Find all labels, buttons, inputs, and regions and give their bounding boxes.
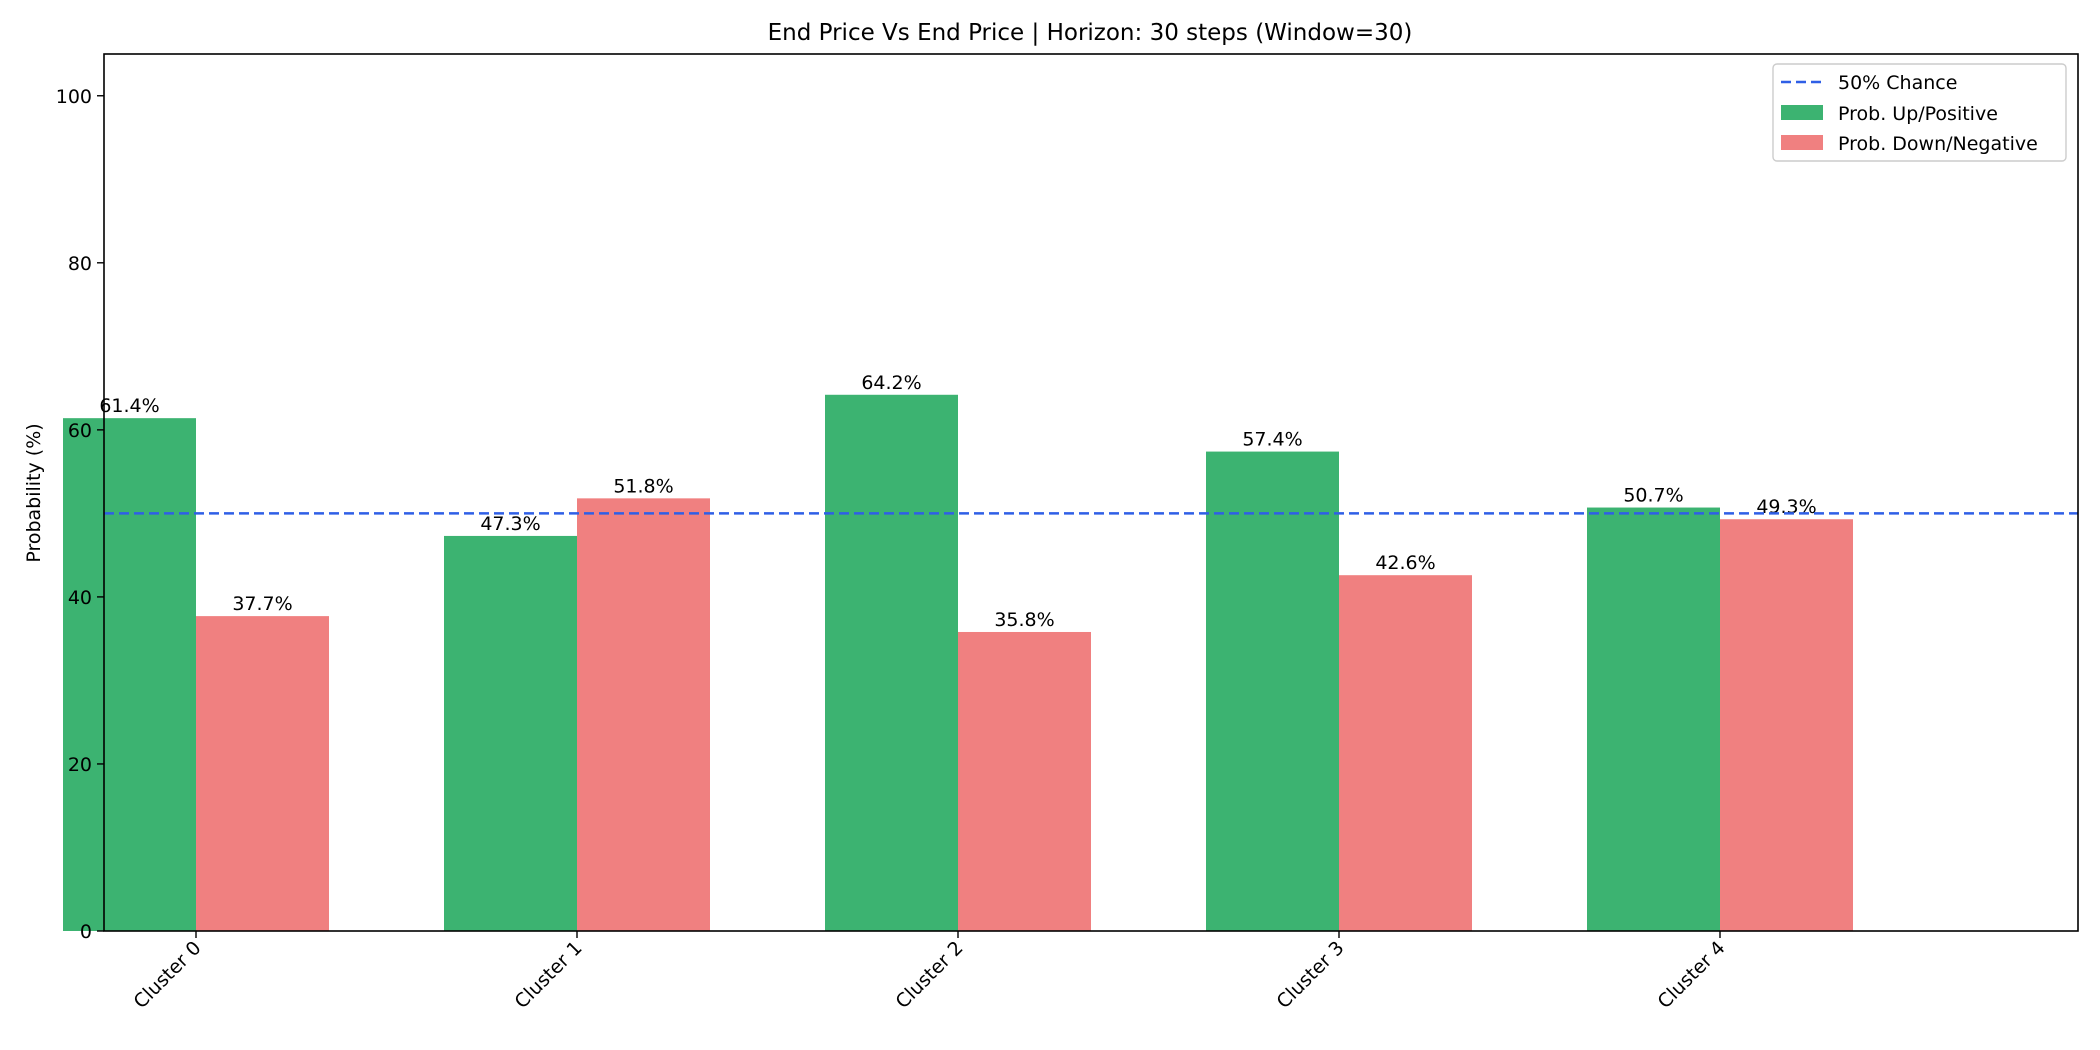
axes-frame — [103, 53, 2079, 932]
y-tick-label: 80 — [68, 253, 92, 275]
x-tick-label: Cluster 4 — [1653, 937, 1729, 1013]
bar-value-label: 64.2% — [861, 372, 921, 394]
bar-value-label: 37.7% — [232, 593, 292, 615]
bar-up-cluster-3 — [1206, 451, 1339, 931]
legend-label-down: Prob. Down/Negative — [1838, 133, 2038, 155]
bar-up-cluster-4 — [1587, 507, 1720, 931]
bar-down-cluster-2 — [958, 631, 1091, 931]
bar-down-cluster-3 — [1339, 575, 1472, 931]
bar-value-label: 42.6% — [1375, 552, 1435, 574]
x-tick-label: Cluster 3 — [1272, 937, 1348, 1013]
y-tick-label: 100 — [56, 86, 92, 108]
legend-box — [1772, 63, 2067, 162]
chart-title: End Price Vs End Price | Horizon: 30 ste… — [768, 20, 1413, 46]
legend-label-50-chance: 50% Chance — [1838, 72, 1957, 94]
bar-value-label: 35.8% — [994, 609, 1054, 631]
legend-swatch-up — [1781, 105, 1823, 120]
y-axis-label: Probability (%) — [23, 423, 45, 562]
y-tick-label: 0 — [80, 921, 92, 943]
bar-value-label: 61.4% — [99, 395, 159, 417]
bar-value-label: 47.3% — [480, 513, 540, 535]
plot-area: 61.4% 47.3% 64.2% 57.4% 50.7% 37.7% 51.8% 35.8%… — [56, 53, 2079, 1013]
x-tick-label: Cluster 2 — [891, 937, 967, 1013]
bar-value-label: 50.7% — [1623, 485, 1683, 507]
bar-value-label: 49.3% — [1756, 496, 1816, 518]
x-tick-label: Cluster 0 — [129, 937, 205, 1013]
bar-value-label: 51.8% — [613, 475, 673, 497]
y-tick-label: 20 — [68, 754, 92, 776]
legend-label-up: Prob. Up/Positive — [1838, 103, 1998, 125]
bar-down-cluster-1 — [577, 498, 710, 931]
legend: 50% Chance Prob. Up/Positive Prob. Down/Ne… — [1772, 63, 2067, 162]
y-tick-label: 60 — [68, 420, 92, 442]
bar-up-cluster-0 — [63, 418, 196, 931]
bar-down-cluster-4 — [1720, 519, 1853, 931]
bar-up-cluster-1 — [444, 535, 577, 931]
bar-value-label: 57.4% — [1242, 429, 1302, 451]
bar-up-cluster-2 — [825, 394, 958, 932]
y-tick-label: 40 — [68, 587, 92, 609]
bar-down-cluster-0 — [196, 616, 329, 931]
legend-swatch-down — [1781, 135, 1823, 150]
x-tick-label: Cluster 1 — [510, 937, 586, 1013]
